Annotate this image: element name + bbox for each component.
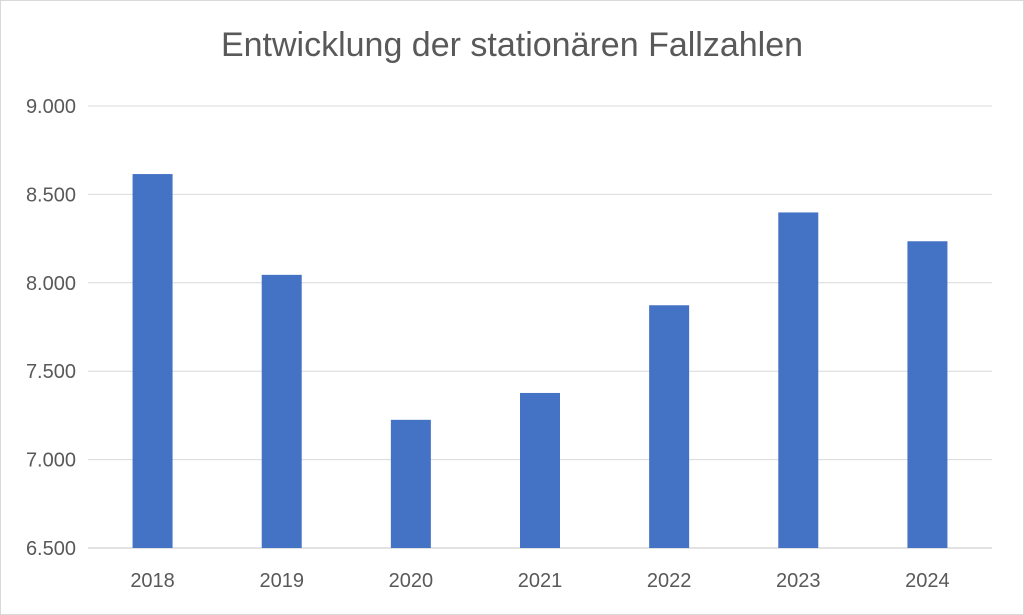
y-tick-label: 6.500 xyxy=(26,538,76,560)
x-tick-label: 2020 xyxy=(389,570,434,592)
y-tick-label: 7.500 xyxy=(26,361,76,383)
bar-2024 xyxy=(907,241,948,548)
bar-2021 xyxy=(520,392,560,548)
y-tick-label: 9.000 xyxy=(26,96,76,118)
bar-2023 xyxy=(778,212,819,548)
bar-2019 xyxy=(261,274,302,548)
bar-2020 xyxy=(390,419,431,548)
bar-2018 xyxy=(132,174,173,548)
bars xyxy=(132,174,948,548)
y-axis-ticks: 6.500 7.000 7.500 8.000 8.500 9.000 xyxy=(26,96,76,560)
y-tick-label: 7.000 xyxy=(26,450,76,472)
y-tick-label: 8.500 xyxy=(26,184,76,206)
x-tick-label: 2021 xyxy=(518,570,563,592)
y-tick-label: 8.000 xyxy=(26,273,76,295)
x-tick-label: 2024 xyxy=(905,570,950,592)
x-tick-label: 2018 xyxy=(130,570,175,592)
x-tick-label: 2022 xyxy=(647,570,692,592)
bar-2022 xyxy=(649,305,690,548)
chart-title: Entwicklung der stationären Fallzahlen xyxy=(220,26,804,64)
x-tick-label: 2019 xyxy=(259,570,304,592)
x-tick-label: 2023 xyxy=(776,570,821,592)
x-axis-ticks: 2018 2019 2020 2021 2022 2023 2024 xyxy=(130,570,949,592)
